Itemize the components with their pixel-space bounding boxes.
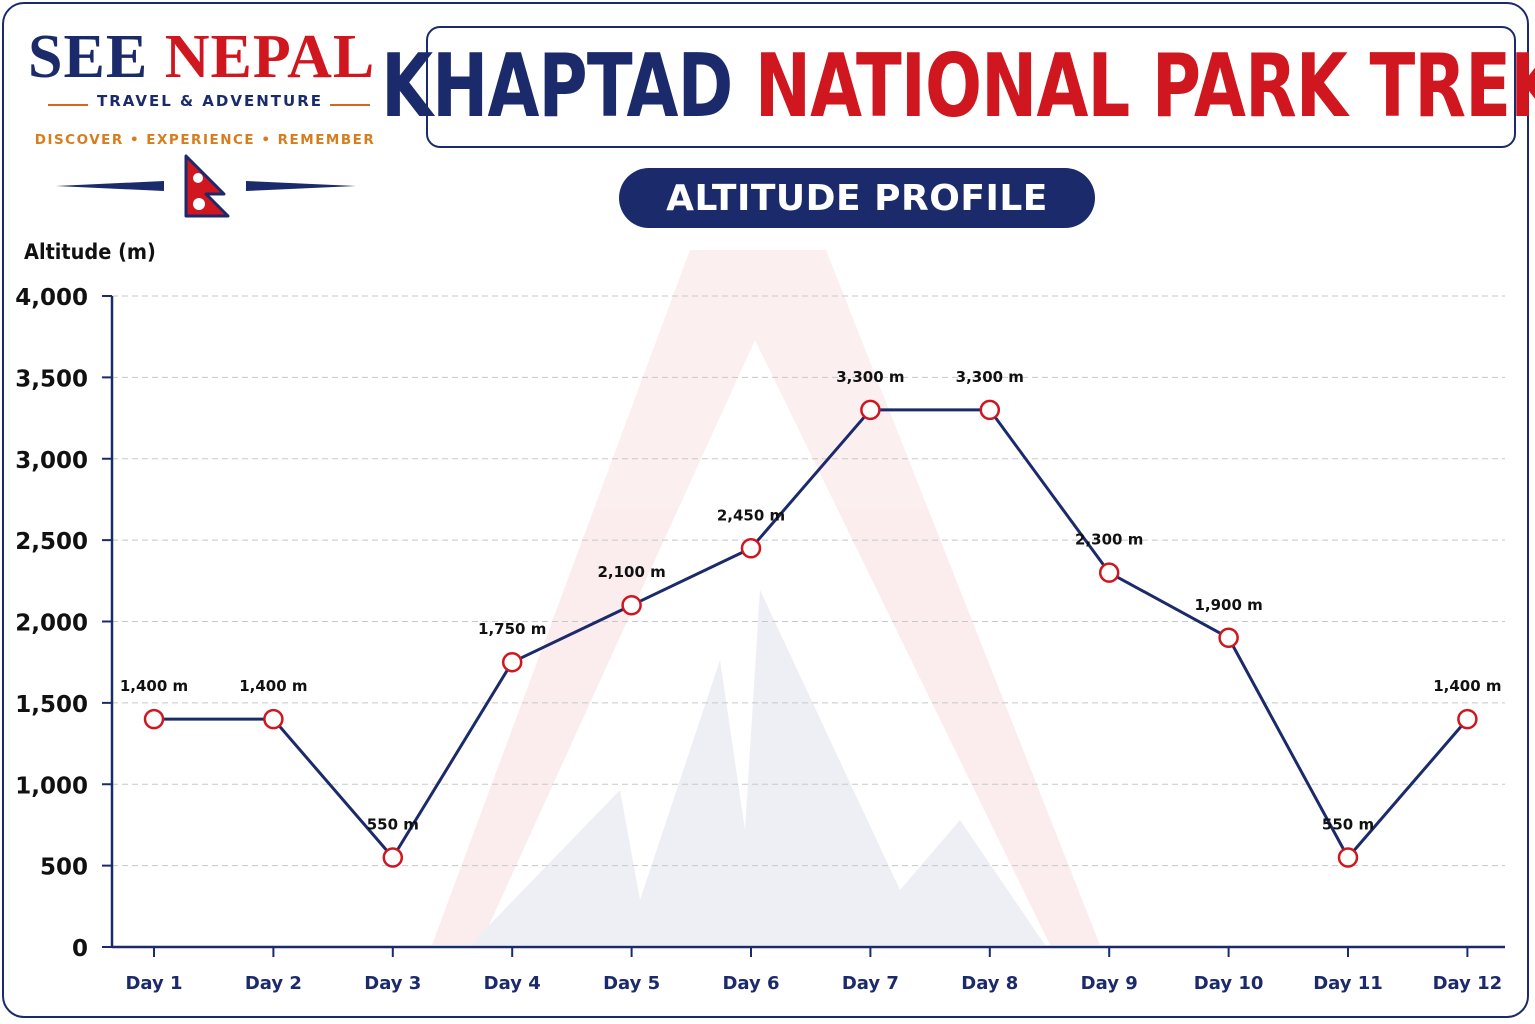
x-tick-label: Day 12 [1433, 973, 1503, 994]
data-point [621, 594, 642, 616]
data-label: 3,300 m [956, 368, 1024, 386]
tagline-rule-left [48, 104, 88, 106]
data-point [143, 708, 165, 730]
title-box: KHAPTAD NATIONAL PARK TREK [381, 26, 1535, 148]
data-label: 3,300 m [836, 368, 904, 386]
data-point [263, 708, 284, 730]
data-label: 2,100 m [597, 563, 665, 581]
see-nepal-logo: SEE NEPAL TRAVEL & ADVENTURE DISCOVER • … [20, 22, 390, 222]
brand-name-part1: SEE [28, 23, 149, 91]
data-labels: 1,400 m 1,400 m 550 m 1,750 m 2,100 m 2,450 m… [120, 368, 1502, 834]
y-tick-label: 2,500 [15, 529, 88, 555]
mountain-watermark [432, 250, 1100, 945]
x-tick-label: Day 10 [1194, 973, 1264, 994]
data-point [1218, 627, 1239, 649]
altitude-series [143, 399, 1478, 868]
x-tick-labels: Day 1 Day 2 Day 3 Day 4 Day 5 Day 6 Day 7 Day 8… [125, 947, 1502, 994]
y-tick-label: 3,000 [15, 448, 88, 474]
title-part1: KHAPTAD [380, 36, 733, 138]
data-label: 550 m [1322, 815, 1374, 833]
data-label: 2,450 m [717, 506, 785, 524]
x-tick-label: Day 2 [245, 973, 302, 994]
brand-tagline: TRAVEL & ADVENTURE [97, 92, 323, 110]
data-point [501, 651, 523, 673]
data-point [382, 847, 404, 868]
brand-slogan: DISCOVER • EXPERIENCE • REMEMBER [34, 132, 376, 148]
data-label: 1,400 m [120, 677, 188, 695]
data-label: 1,750 m [478, 620, 546, 638]
data-label: 1,400 m [239, 677, 307, 695]
data-point [1098, 562, 1120, 583]
page-title: KHAPTAD NATIONAL PARK TREK [381, 43, 1535, 130]
data-label: 1,900 m [1194, 596, 1262, 614]
data-point [1457, 708, 1478, 730]
data-point [740, 538, 762, 559]
y-tick-labels: 0 500 1,000 1,500 2,000 2,500 3,000 3,500 4,000 [15, 285, 88, 962]
title-part2: NATIONAL PARK TREK [754, 36, 1535, 138]
nepal-flag-icon [56, 154, 356, 218]
x-tick-label: Day 3 [364, 973, 421, 994]
y-axis-title: Altitude (m) [24, 240, 156, 264]
x-tick-label: Day 6 [722, 973, 779, 994]
chart-axes [110, 296, 1505, 949]
x-tick-label: Day 5 [603, 973, 660, 994]
x-tick-label: Day 7 [842, 973, 899, 994]
x-tick-label: Day 4 [484, 973, 541, 994]
data-label: 1,400 m [1433, 677, 1501, 695]
altitude-line [154, 408, 1469, 859]
y-tick-label: 0 [72, 936, 88, 962]
y-tick-label: 500 [40, 855, 88, 881]
data-point [1337, 847, 1359, 868]
x-tick-label: Day 8 [961, 973, 1018, 994]
data-label: 550 m [367, 815, 419, 833]
subtitle-pill: ALTITUDE PROFILE [619, 168, 1095, 228]
x-tick-label: Day 9 [1081, 973, 1138, 994]
grid-lines [102, 295, 1505, 948]
data-point [979, 399, 1001, 421]
tagline-rule-right [330, 104, 370, 106]
data-point [860, 399, 881, 421]
y-tick-label: 2,000 [15, 611, 88, 637]
y-tick-label: 1,000 [15, 773, 88, 799]
y-tick-label: 4,000 [15, 285, 88, 311]
brand-name: SEE NEPAL [28, 22, 375, 92]
brand-name-part2: NEPAL [164, 23, 376, 91]
y-tick-label: 3,500 [15, 366, 88, 392]
x-tick-label: Day 11 [1313, 973, 1383, 994]
y-tick-label: 1,500 [15, 692, 88, 718]
data-label: 2,300 m [1075, 531, 1143, 549]
x-tick-label: Day 1 [125, 973, 182, 994]
